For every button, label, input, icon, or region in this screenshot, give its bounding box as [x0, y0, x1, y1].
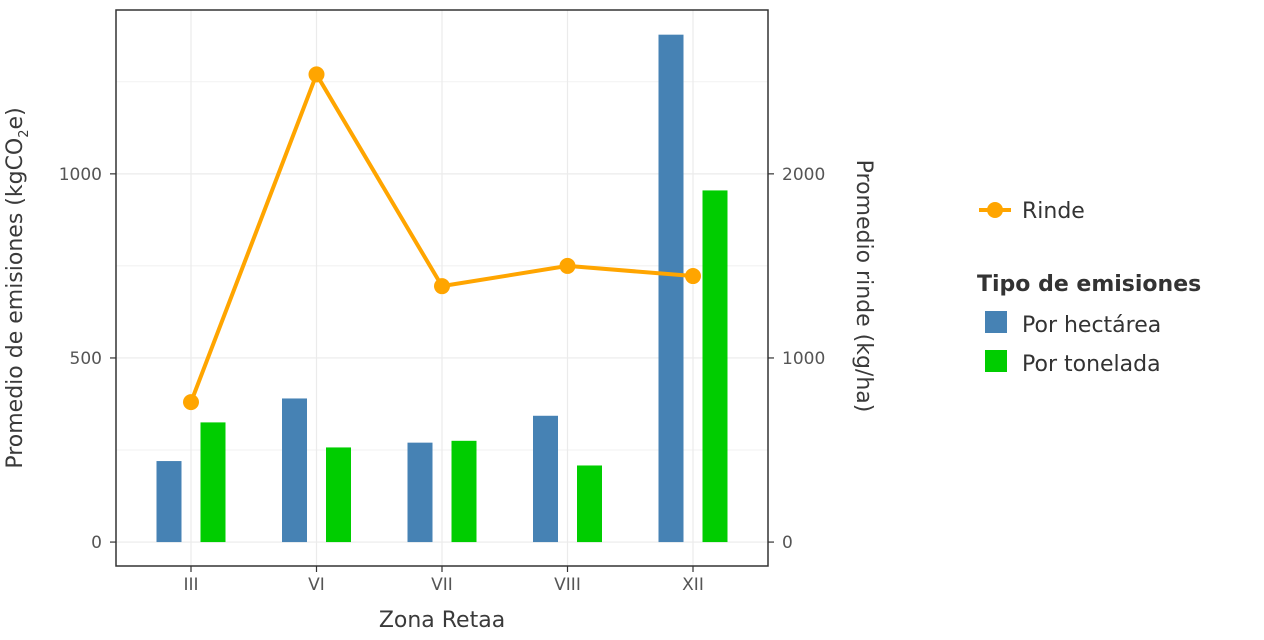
- x-tick-label: XII: [682, 575, 704, 595]
- bars: [156, 34, 728, 543]
- rinde-point-xii: [685, 268, 701, 285]
- x-tick-label: VIII: [554, 575, 581, 595]
- y-left-tick-label: 1000: [59, 165, 102, 185]
- rinde-point-vi: [308, 66, 325, 83]
- y-left-tick-label: 0: [91, 533, 102, 553]
- legend-por-tonelada-key: [985, 350, 1007, 372]
- rinde-point-viii: [559, 257, 576, 274]
- x-tick-label: III: [183, 575, 198, 595]
- rinde-line-series: [183, 66, 701, 411]
- bar-por-hect-rea-vi: [282, 398, 307, 543]
- y-axis-left-title: Promedio de emisiones (kgCO2e): [3, 107, 32, 468]
- bar-por-hect-rea-vii: [407, 442, 433, 543]
- y-axis-left-title-suffix: e): [3, 107, 28, 129]
- bar-por-hect-rea-xii: [658, 34, 684, 543]
- legend-rinde-label: Rinde: [1022, 199, 1085, 224]
- bar-por-tonelada-vii: [451, 440, 477, 543]
- x-axis-title: Zona Retaa: [379, 608, 505, 633]
- legend-rinde-point-key: [987, 202, 1003, 218]
- legend-por-tonelada-label: Por tonelada: [1022, 352, 1161, 377]
- y-left-tick-label: 500: [70, 349, 102, 369]
- bar-por-tonelada-iii: [200, 422, 226, 543]
- y-axis-left-title-subscript: 2: [17, 129, 32, 137]
- y-right-tick-label: 1000: [782, 349, 825, 369]
- rinde-point-vii: [434, 278, 450, 295]
- x-tick-label: VI: [308, 575, 325, 595]
- legend: Rinde Tipo de emisiones Por hectárea Por…: [977, 199, 1201, 377]
- y-axis-right-title: Promedio rinde (kg/ha): [851, 160, 876, 413]
- bar-por-tonelada-xii: [702, 190, 728, 543]
- bar-por-tonelada-vi: [326, 447, 351, 543]
- legend-title: Tipo de emisiones: [977, 272, 1201, 297]
- x-axis: III VI VII VIII XII: [183, 566, 704, 595]
- rinde-point-iii: [183, 394, 199, 411]
- legend-por-hectarea-label: Por hectárea: [1022, 313, 1161, 338]
- y-right-tick-label: 0: [782, 533, 793, 553]
- y-axis-right: 0 1000 2000: [768, 165, 825, 553]
- y-axis-left: 0 500 1000: [59, 165, 116, 553]
- y-axis-left-title-main: Promedio de emisiones (kgCO: [3, 138, 28, 469]
- y-right-tick-label: 2000: [782, 165, 825, 185]
- x-tick-label: VII: [431, 575, 453, 595]
- bar-por-tonelada-viii: [577, 465, 602, 543]
- bar-por-hect-rea-viii: [533, 415, 558, 543]
- bar-por-hect-rea-iii: [156, 461, 182, 543]
- legend-por-hectarea-key: [985, 311, 1007, 333]
